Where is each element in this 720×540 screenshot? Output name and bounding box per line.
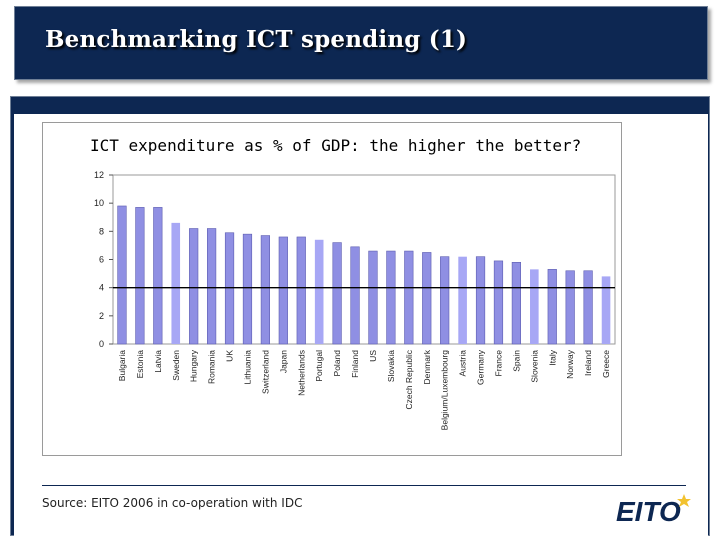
x-tick-label: Romania [207, 350, 217, 384]
x-tick-label: Estonia [135, 350, 145, 379]
x-tick-label: US [368, 350, 378, 362]
bar [565, 270, 575, 345]
bar [386, 250, 396, 345]
x-tick-label: Finland [350, 350, 360, 378]
chart-title: ICT expenditure as % of GDP: the higher … [90, 136, 582, 155]
x-tick-label: Belgium/Luxembourg [440, 350, 450, 431]
bar [117, 205, 127, 345]
x-tick-label: Latvia [153, 350, 163, 373]
x-tick-label: Austria [458, 350, 468, 377]
source-divider [42, 485, 686, 486]
bar [530, 269, 539, 344]
logo-text: EITO [616, 496, 681, 526]
x-tick-label: Slovenia [529, 350, 539, 383]
bar [153, 207, 163, 345]
bar [260, 235, 270, 345]
x-tick-label: Bulgaria [117, 350, 127, 381]
y-tick-label: 8 [99, 226, 104, 236]
bar [135, 207, 145, 345]
slide-title: Benchmarking ICT spending (1) [45, 26, 468, 53]
bar [601, 276, 611, 344]
source-note: Source: EITO 2006 in co-operation with I… [42, 496, 303, 510]
x-tick-label: Denmark [422, 349, 432, 384]
x-tick-label: Spain [511, 350, 521, 372]
x-tick-label: Japan [278, 350, 288, 373]
y-tick-label: 0 [99, 339, 104, 349]
bar [458, 256, 467, 344]
bar [314, 239, 324, 344]
bar [511, 262, 521, 345]
x-tick-label: Italy [547, 349, 557, 365]
x-tick-label: UK [225, 350, 235, 362]
bar [350, 246, 360, 345]
x-tick-label: Slovakia [386, 350, 396, 382]
y-tick-label: 12 [94, 170, 104, 180]
x-tick-label: Sweden [171, 350, 181, 381]
y-tick-label: 10 [94, 198, 104, 208]
bar [475, 256, 486, 345]
plot-area [112, 174, 616, 345]
bar [583, 270, 593, 345]
bar [207, 228, 217, 345]
x-tick-label: Lithuania [242, 350, 252, 385]
bar [189, 228, 199, 345]
x-tick-label: Hungary [189, 349, 199, 382]
eito-logo: EITO [616, 494, 691, 526]
bar [404, 250, 414, 345]
y-tick-label: 6 [99, 255, 104, 265]
x-tick-label: Netherlands [296, 350, 306, 396]
x-tick-label: Switzerland [260, 350, 270, 394]
bar [368, 250, 378, 345]
x-tick-label: Greece [601, 350, 611, 378]
title-bar: Benchmarking ICT spending (1) [14, 6, 708, 80]
x-tick-label: Poland [332, 350, 342, 377]
x-tick-label: France [493, 350, 503, 377]
y-tick-label: 2 [99, 311, 104, 321]
x-tick-label: Germany [476, 349, 486, 385]
x-tick-label: Norway [565, 349, 575, 379]
bar [171, 222, 181, 344]
bar [422, 252, 432, 345]
bar [547, 269, 557, 345]
bar [278, 236, 288, 345]
y-tick-label: 4 [99, 283, 104, 293]
bar [242, 233, 253, 345]
logo-star-icon [677, 494, 691, 507]
bar [440, 256, 450, 345]
x-tick-label: Czech Republic [404, 349, 414, 409]
bar [224, 232, 235, 345]
bar [296, 236, 306, 345]
bar [332, 242, 342, 345]
x-tick-label: Ireland [583, 350, 593, 376]
x-tick-label: Portugal [314, 350, 324, 382]
bar [493, 260, 504, 345]
